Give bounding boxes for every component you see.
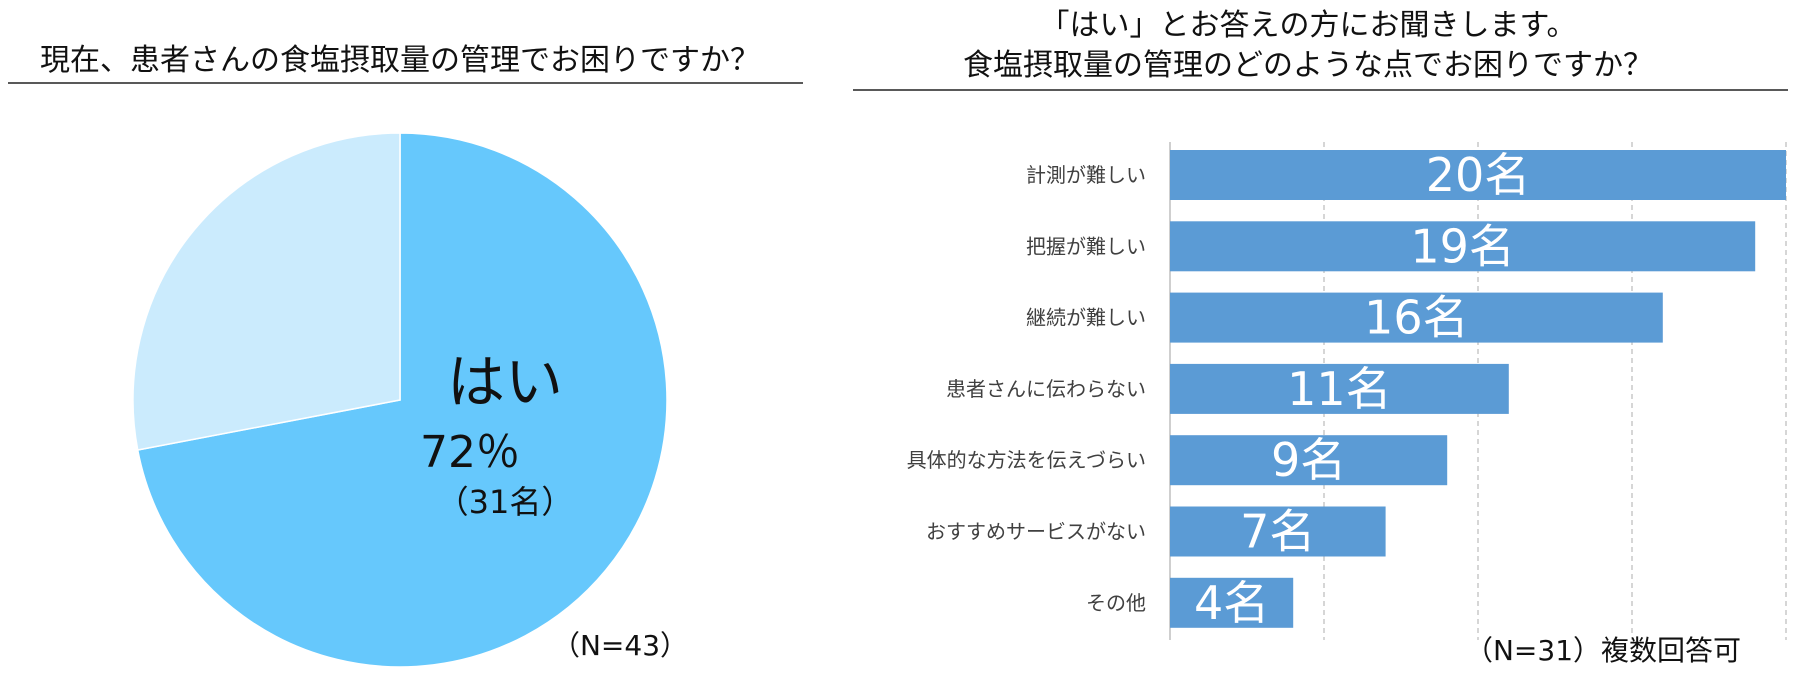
bar-sample-size-note: （N=31）複数回答可 bbox=[1465, 634, 1741, 667]
bar-3 bbox=[1170, 292, 1663, 343]
pie-chart-title: 現在、患者さんの食塩摂取量の管理でお困りですか？ bbox=[40, 43, 760, 78]
bar-category-label: 具体的な方法を伝えづらい bbox=[907, 448, 1146, 472]
bar-value-label: 7名 bbox=[1240, 505, 1315, 559]
pie-slice-count-yes: （31名） bbox=[437, 483, 574, 521]
bar-value-label: 11名 bbox=[1287, 362, 1392, 416]
bar-1 bbox=[1170, 150, 1786, 200]
bar-category-label: 患者さんに伝わらない bbox=[946, 377, 1146, 401]
bar-category-label: 継続が難しい bbox=[1026, 306, 1146, 330]
bar-value-label: 4名 bbox=[1194, 576, 1269, 630]
bar-value-label: 20名 bbox=[1426, 148, 1531, 202]
bar-category-label: その他 bbox=[1086, 591, 1146, 615]
pie-slice-other bbox=[132, 132, 401, 451]
bar-value-label: 9名 bbox=[1271, 433, 1346, 487]
bar-category-labels: 計測が難しい把握が難しい継続が難しい患者さんに伝わらない具体的な方法を伝えづらい… bbox=[907, 163, 1146, 615]
bar-2 bbox=[1170, 221, 1756, 272]
bar-category-label: おすすめサービスがない bbox=[926, 520, 1146, 544]
bar-7 bbox=[1170, 577, 1294, 628]
bar-category-label: 計測が難しい bbox=[1026, 163, 1146, 187]
pie-slice-label-yes: はい bbox=[447, 348, 563, 416]
pie-slice-percent-yes: 72％ bbox=[420, 427, 520, 478]
pie-slices bbox=[132, 132, 668, 668]
pie-slice-yes bbox=[136, 132, 668, 668]
bar-category-label: 把握が難しい bbox=[1026, 234, 1146, 258]
bar-marks bbox=[1170, 150, 1786, 628]
bar-value-label: 19名 bbox=[1410, 219, 1515, 273]
pie-chart-panel: 現在、患者さんの食塩摂取量の管理でお困りですか？ はい 72％ （31名） （N… bbox=[8, 43, 803, 668]
bar-4 bbox=[1170, 363, 1509, 414]
bar-value-labels: 20名 19名 16名 11名 9名 7名 4名 bbox=[1194, 148, 1530, 630]
pie-sample-size-note: （N=43） bbox=[552, 629, 688, 662]
bar-chart-title-line-1: 「はい」とお答えの方にお聞きします。 bbox=[1040, 8, 1577, 43]
bar-5 bbox=[1170, 435, 1448, 486]
bar-chart-title-line-2: 食塩摂取量の管理のどのような点でお困りですか？ bbox=[963, 48, 1653, 83]
bar-6 bbox=[1170, 506, 1386, 557]
bar-chart-panel: 「はい」とお答えの方にお聞きします。 食塩摂取量の管理のどのような点でお困りです… bbox=[853, 8, 1788, 667]
bar-value-label: 16名 bbox=[1364, 291, 1469, 345]
